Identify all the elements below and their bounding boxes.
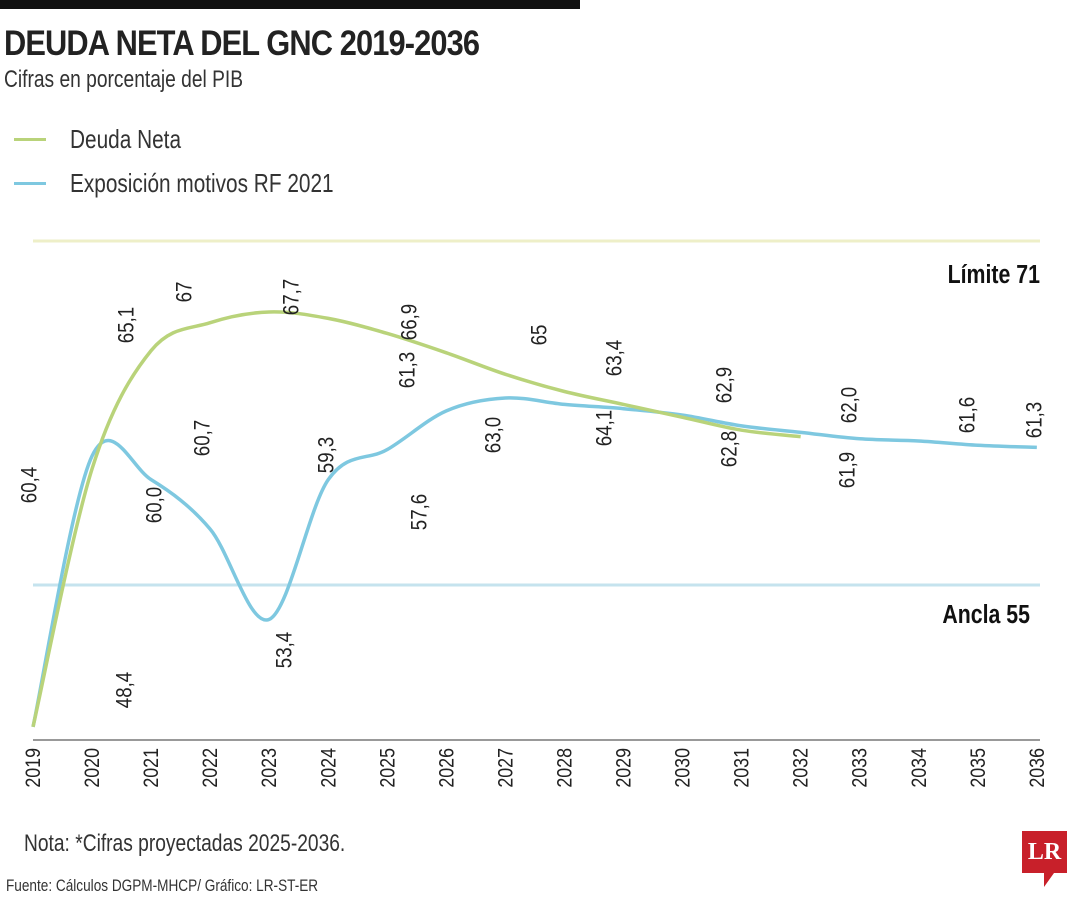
data-label: 62,8 [718, 431, 742, 467]
data-label: 61,3 [396, 352, 420, 388]
data-label: 66,9 [398, 304, 422, 340]
data-label: 59,3 [315, 437, 339, 473]
source: Fuente: Cálculos DGPM-MHCP/ Gráfico: LR-… [6, 876, 319, 895]
chart-title: DEUDA NETA DEL GNC 2019-2036 [4, 24, 480, 63]
data-label: 63,4 [603, 340, 627, 376]
data-label: 53,4 [273, 632, 297, 668]
x-tick-label: 2021 [140, 748, 164, 788]
data-label: 48,4 [113, 672, 137, 708]
data-label: 61,6 [956, 397, 980, 433]
data-label: 57,6 [408, 494, 432, 530]
reference-label: Límite 71 [948, 260, 1040, 290]
legend-item-exposicion: Exposición motivos RF 2021 [14, 168, 334, 199]
x-tick-label: 2019 [22, 748, 46, 788]
data-label: 60,0 [143, 487, 167, 523]
x-tick-label: 2033 [848, 748, 872, 788]
x-tick-label: 2035 [966, 748, 990, 788]
data-label: 60,7 [191, 420, 215, 456]
x-tick-label: 2024 [317, 748, 341, 788]
series-line-deuda-neta [31, 310, 801, 728]
x-tick-label: 2025 [376, 748, 400, 788]
x-tick-label: 2023 [258, 748, 282, 788]
data-label: 64,1 [593, 410, 617, 446]
legend-label: Exposición motivos RF 2021 [70, 168, 334, 198]
x-tick-label: 2022 [199, 748, 223, 788]
reference-label: Ancla 55 [942, 600, 1030, 630]
logo-text: LR [1027, 838, 1062, 865]
x-tick-label: 2026 [435, 748, 459, 788]
legend-item-deuda-neta: Deuda Neta [14, 124, 181, 155]
x-tick-label: 2034 [907, 748, 931, 788]
data-label: 62,0 [838, 387, 862, 423]
data-label: 63,0 [482, 417, 506, 453]
x-tick-label: 2032 [789, 748, 813, 788]
data-label: 65,1 [115, 307, 139, 343]
x-tick-label: 2029 [612, 748, 636, 788]
data-label: 62,9 [713, 367, 737, 403]
data-label: 67 [173, 282, 197, 303]
data-label: 67,7 [280, 279, 304, 315]
data-label: 65 [528, 325, 552, 346]
legend-swatch [14, 138, 46, 141]
data-label: 61,9 [836, 452, 860, 488]
lr-logo: LR [1022, 831, 1067, 887]
x-tick-label: 2028 [553, 748, 577, 788]
x-tick-label: 2036 [1026, 748, 1050, 788]
x-tick-label: 2020 [81, 748, 105, 788]
top-bar [0, 0, 580, 9]
x-tick-label: 2027 [494, 748, 518, 788]
x-tick-label: 2031 [730, 748, 754, 788]
data-label: 60,4 [18, 467, 42, 503]
chart-subtitle: Cifras en porcentaje del PIB [4, 66, 244, 93]
legend-swatch [14, 182, 46, 185]
x-tick-label: 2030 [671, 748, 695, 788]
series-line-exposicion [31, 396, 1037, 728]
note: Nota: *Cifras proyectadas 2025-2036. [24, 830, 346, 857]
data-label: 61,3 [1023, 402, 1047, 438]
legend-label: Deuda Neta [70, 124, 182, 154]
